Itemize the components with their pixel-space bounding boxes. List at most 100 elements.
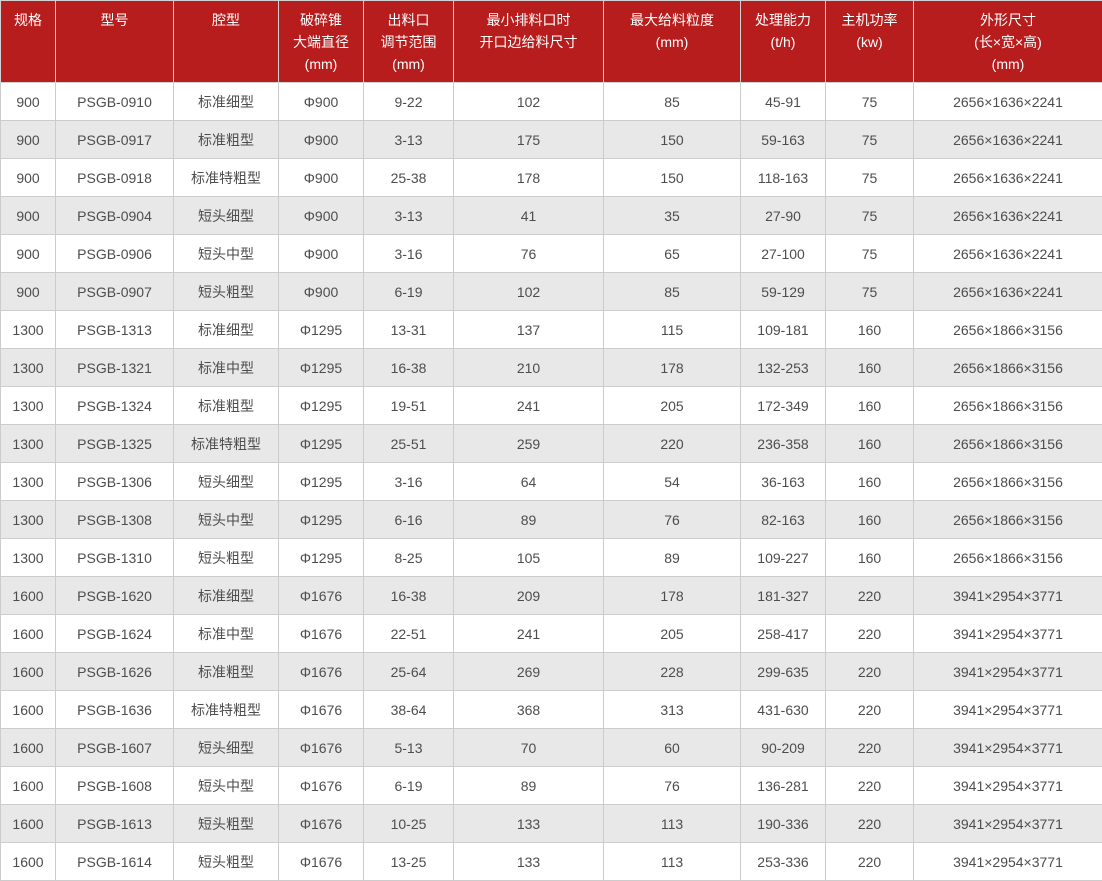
cell-discharge-range: 22-51 [363,614,454,653]
cell-dimensions: 3941×2954×3771 [913,614,1102,653]
cell-capacity: 59-163 [740,120,826,159]
cell-dimensions: 2656×1866×3156 [913,538,1102,577]
cell-cavity: 标准中型 [173,614,279,653]
cell-feed-opening: 241 [453,614,604,653]
cell-cone-diameter: Φ900 [278,82,364,121]
cell-discharge-range: 3-13 [363,120,454,159]
table-row: 1300 PSGB-1308 短头中型 Φ1295 6-16 89 76 82-163 160 2… [0,500,1102,539]
cell-cone-diameter: Φ1295 [278,348,364,387]
cell-dimensions: 2656×1636×2241 [913,82,1102,121]
cell-spec: 1300 [0,424,56,463]
cell-model: PSGB-1310 [55,538,174,577]
cell-capacity: 132-253 [740,348,826,387]
table-row: 900 PSGB-0906 短头中型 Φ900 3-16 76 65 27-100 75 2656… [0,234,1102,273]
cell-power: 220 [825,842,914,881]
cell-power: 160 [825,310,914,349]
cell-feed-opening: 259 [453,424,604,463]
cell-power: 160 [825,500,914,539]
cell-cavity: 短头细型 [173,462,279,501]
cell-spec: 1300 [0,348,56,387]
cell-max-feed-size: 76 [603,500,741,539]
cell-cavity: 短头中型 [173,234,279,273]
cell-spec: 1300 [0,538,56,577]
cell-cone-diameter: Φ1676 [278,842,364,881]
col-header-cone-diameter: 破碎锥 大端直径 (mm) [278,0,364,83]
cell-cone-diameter: Φ900 [278,158,364,197]
cell-discharge-range: 3-16 [363,234,454,273]
cell-discharge-range: 16-38 [363,576,454,615]
cell-capacity: 181-327 [740,576,826,615]
cell-discharge-range: 13-31 [363,310,454,349]
cell-max-feed-size: 228 [603,652,741,691]
cell-dimensions: 2656×1636×2241 [913,158,1102,197]
cell-feed-opening: 89 [453,500,604,539]
cell-cone-diameter: Φ1295 [278,500,364,539]
col-header-dimensions: 外形尺寸 (长×宽×高) (mm) [913,0,1102,83]
cell-model: PSGB-1636 [55,690,174,729]
cell-power: 220 [825,728,914,767]
cell-power: 160 [825,348,914,387]
cell-cone-diameter: Φ1676 [278,728,364,767]
cell-feed-opening: 269 [453,652,604,691]
table-row: 900 PSGB-0904 短头细型 Φ900 3-13 41 35 27-90 75 2656×… [0,196,1102,235]
cell-capacity: 82-163 [740,500,826,539]
table-row: 1300 PSGB-1306 短头细型 Φ1295 3-16 64 54 36-163 160 2… [0,462,1102,501]
table-row: 1300 PSGB-1310 短头粗型 Φ1295 8-25 105 89 109-227 16… [0,538,1102,577]
cell-max-feed-size: 205 [603,386,741,425]
cell-cone-diameter: Φ1676 [278,766,364,805]
col-header-discharge-range: 出料口 调节范围 (mm) [363,0,454,83]
cell-discharge-range: 10-25 [363,804,454,843]
cell-cone-diameter: Φ1676 [278,690,364,729]
cell-cavity: 短头细型 [173,728,279,767]
cell-model: PSGB-0906 [55,234,174,273]
col-header-capacity: 处理能力 (t/h) [740,0,826,83]
cell-dimensions: 2656×1636×2241 [913,196,1102,235]
cell-capacity: 109-181 [740,310,826,349]
cell-model: PSGB-0907 [55,272,174,311]
cell-power: 220 [825,804,914,843]
cell-discharge-range: 6-19 [363,272,454,311]
cell-feed-opening: 175 [453,120,604,159]
cell-spec: 1300 [0,310,56,349]
cell-power: 75 [825,234,914,273]
cell-cavity: 标准细型 [173,576,279,615]
cell-dimensions: 3941×2954×3771 [913,690,1102,729]
cell-discharge-range: 25-51 [363,424,454,463]
cell-capacity: 90-209 [740,728,826,767]
table-row: 1300 PSGB-1324 标准粗型 Φ1295 19-51 241 205 172-349… [0,386,1102,425]
cell-capacity: 236-358 [740,424,826,463]
table-row: 1300 PSGB-1321 标准中型 Φ1295 16-38 210 178 132-253… [0,348,1102,387]
cell-spec: 1600 [0,690,56,729]
cell-cone-diameter: Φ900 [278,196,364,235]
cell-discharge-range: 16-38 [363,348,454,387]
cell-feed-opening: 133 [453,842,604,881]
table-row: 1300 PSGB-1325 标准特粗型 Φ1295 25-51 259 220 236-35… [0,424,1102,463]
cell-spec: 1600 [0,842,56,881]
col-header-spec: 规格 [0,0,56,83]
cell-cone-diameter: Φ900 [278,120,364,159]
cell-capacity: 299-635 [740,652,826,691]
cell-max-feed-size: 89 [603,538,741,577]
cell-discharge-range: 5-13 [363,728,454,767]
cell-feed-opening: 102 [453,82,604,121]
table-row: 900 PSGB-0917 标准粗型 Φ900 3-13 175 150 59-163 75 26… [0,120,1102,159]
cell-discharge-range: 38-64 [363,690,454,729]
table-row: 1600 PSGB-1613 短头粗型 Φ1676 10-25 133 113 190-336… [0,804,1102,843]
cell-spec: 1600 [0,766,56,805]
table-row: 1600 PSGB-1608 短头中型 Φ1676 6-19 89 76 136-281 220… [0,766,1102,805]
cell-power: 220 [825,614,914,653]
cell-power: 220 [825,766,914,805]
cell-spec: 1300 [0,462,56,501]
cell-feed-opening: 70 [453,728,604,767]
cell-cone-diameter: Φ1295 [278,538,364,577]
cell-max-feed-size: 205 [603,614,741,653]
cell-max-feed-size: 76 [603,766,741,805]
cell-power: 160 [825,424,914,463]
cell-power: 160 [825,462,914,501]
cell-spec: 900 [0,82,56,121]
cell-model: PSGB-1325 [55,424,174,463]
cell-feed-opening: 76 [453,234,604,273]
cell-power: 75 [825,158,914,197]
cell-capacity: 172-349 [740,386,826,425]
